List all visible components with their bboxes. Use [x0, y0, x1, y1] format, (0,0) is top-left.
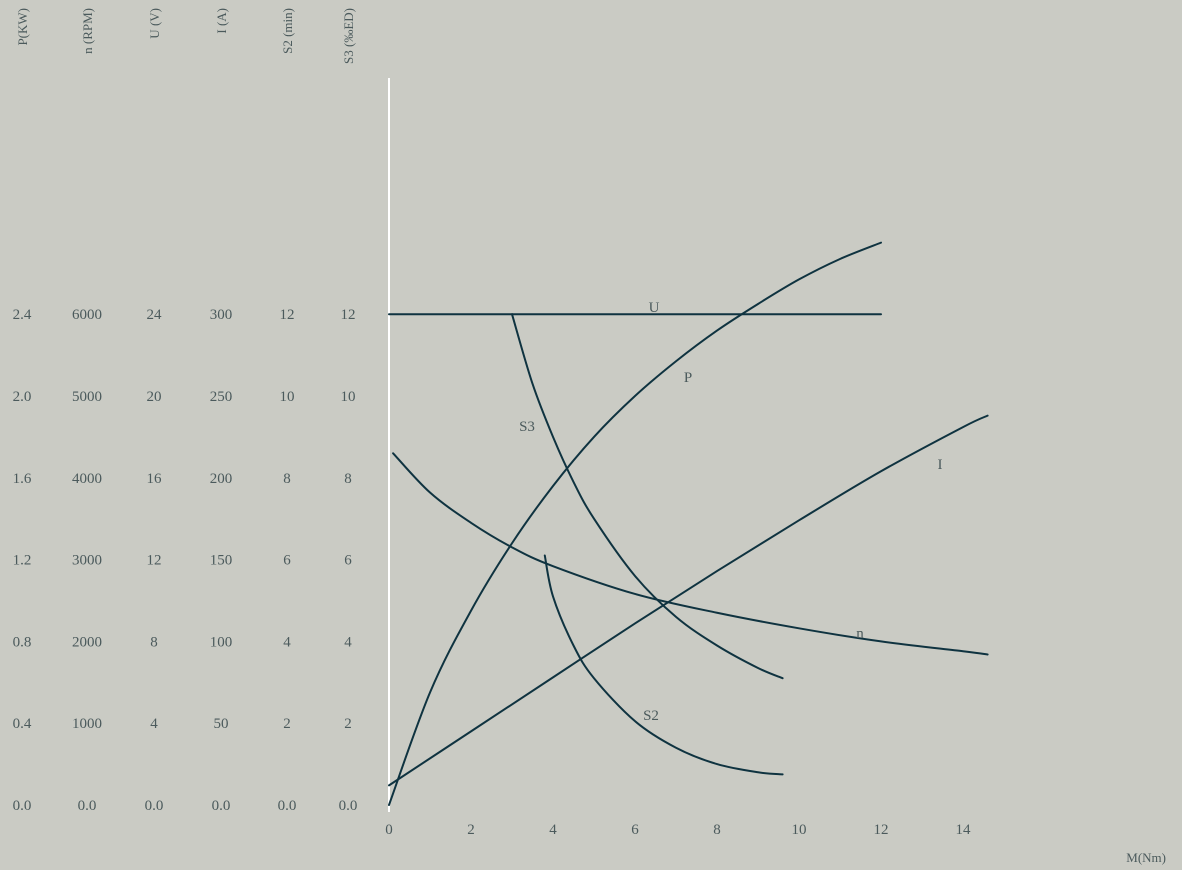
y-tick-label: 6 — [344, 553, 352, 569]
y-tick-label: 100 — [210, 634, 233, 650]
y-tick-label: 300 — [210, 307, 233, 323]
series-label-i: I — [938, 457, 943, 473]
y-tick-label: 5000 — [72, 389, 102, 405]
series-line-s3 — [511, 313, 784, 680]
series-line-n — [392, 452, 989, 656]
y-tick-label: 20 — [147, 389, 162, 405]
y-tick-label: 16 — [147, 471, 163, 487]
y-tick-label: 0.0 — [212, 798, 231, 814]
series-line-s2 — [543, 554, 784, 776]
y-axis-title: S2 (min) — [280, 8, 295, 54]
y-tick-label: 2000 — [72, 634, 102, 650]
y-tick-label: 4 — [150, 716, 158, 732]
series-label-u: U — [649, 300, 660, 316]
y-tick-label: 10 — [280, 389, 295, 405]
y-tick-label: 8 — [344, 471, 352, 487]
y-tick-label: 2.4 — [13, 307, 32, 323]
y-axis-title: I (A) — [214, 8, 229, 34]
y-tick-label: 0.0 — [278, 798, 297, 814]
y-tick-label: 2 — [283, 716, 291, 732]
y-tick-label: 0.0 — [145, 798, 164, 814]
series-label-p: P — [684, 370, 692, 386]
y-tick-label: 200 — [210, 471, 233, 487]
y-tick-label: 0.0 — [78, 798, 97, 814]
y-axis-title: P(KW) — [15, 8, 30, 46]
y-tick-label: 0.4 — [13, 716, 32, 732]
y-tick-label: 1.2 — [13, 553, 32, 569]
y-tick-label: 1000 — [72, 716, 102, 732]
series-label-n: n — [856, 626, 864, 642]
y-tick-label: 0.0 — [339, 798, 358, 814]
y-tick-label: 6000 — [72, 307, 102, 323]
y-tick-label: 4000 — [72, 471, 102, 487]
y-tick-label: 24 — [147, 307, 163, 323]
y-tick-label: 8 — [150, 634, 158, 650]
y-tick-label: 3000 — [72, 553, 102, 569]
y-tick-label: 2.0 — [13, 389, 32, 405]
y-tick-label: 8 — [283, 471, 291, 487]
x-tick-label: 4 — [549, 822, 557, 838]
y-axis-title: S3 (‰ED) — [341, 8, 356, 64]
series-line-i — [388, 414, 989, 787]
y-tick-label: 10 — [341, 389, 356, 405]
x-axis-title: M(Nm) — [1126, 850, 1166, 865]
y-axis-title: U (V) — [147, 8, 162, 39]
y-tick-label: 12 — [341, 307, 356, 323]
series-line-p — [388, 241, 882, 806]
x-tick-label: 8 — [713, 822, 721, 838]
x-tick-label: 6 — [631, 822, 639, 838]
y-tick-label: 250 — [210, 389, 233, 405]
y-tick-label: 1.6 — [13, 471, 32, 487]
y-tick-label: 4 — [344, 634, 352, 650]
y-tick-label: 12 — [147, 553, 162, 569]
y-tick-label: 50 — [214, 716, 229, 732]
x-tick-label: 0 — [385, 822, 393, 838]
y-tick-label: 2 — [344, 716, 352, 732]
series-label-s3: S3 — [519, 419, 535, 435]
y-tick-label: 12 — [280, 307, 295, 323]
y-tick-label: 4 — [283, 634, 291, 650]
y-tick-label: 0.8 — [13, 634, 32, 650]
y-tick-label: 150 — [210, 553, 233, 569]
x-tick-label: 10 — [792, 822, 807, 838]
x-tick-label: 12 — [874, 822, 889, 838]
y-tick-label: 0.0 — [13, 798, 32, 814]
y-tick-label: 6 — [283, 553, 291, 569]
x-tick-label: 14 — [956, 822, 972, 838]
x-tick-label: 2 — [467, 822, 475, 838]
series-label-s2: S2 — [643, 708, 659, 724]
y-axis-title: n (RPM) — [80, 8, 95, 54]
